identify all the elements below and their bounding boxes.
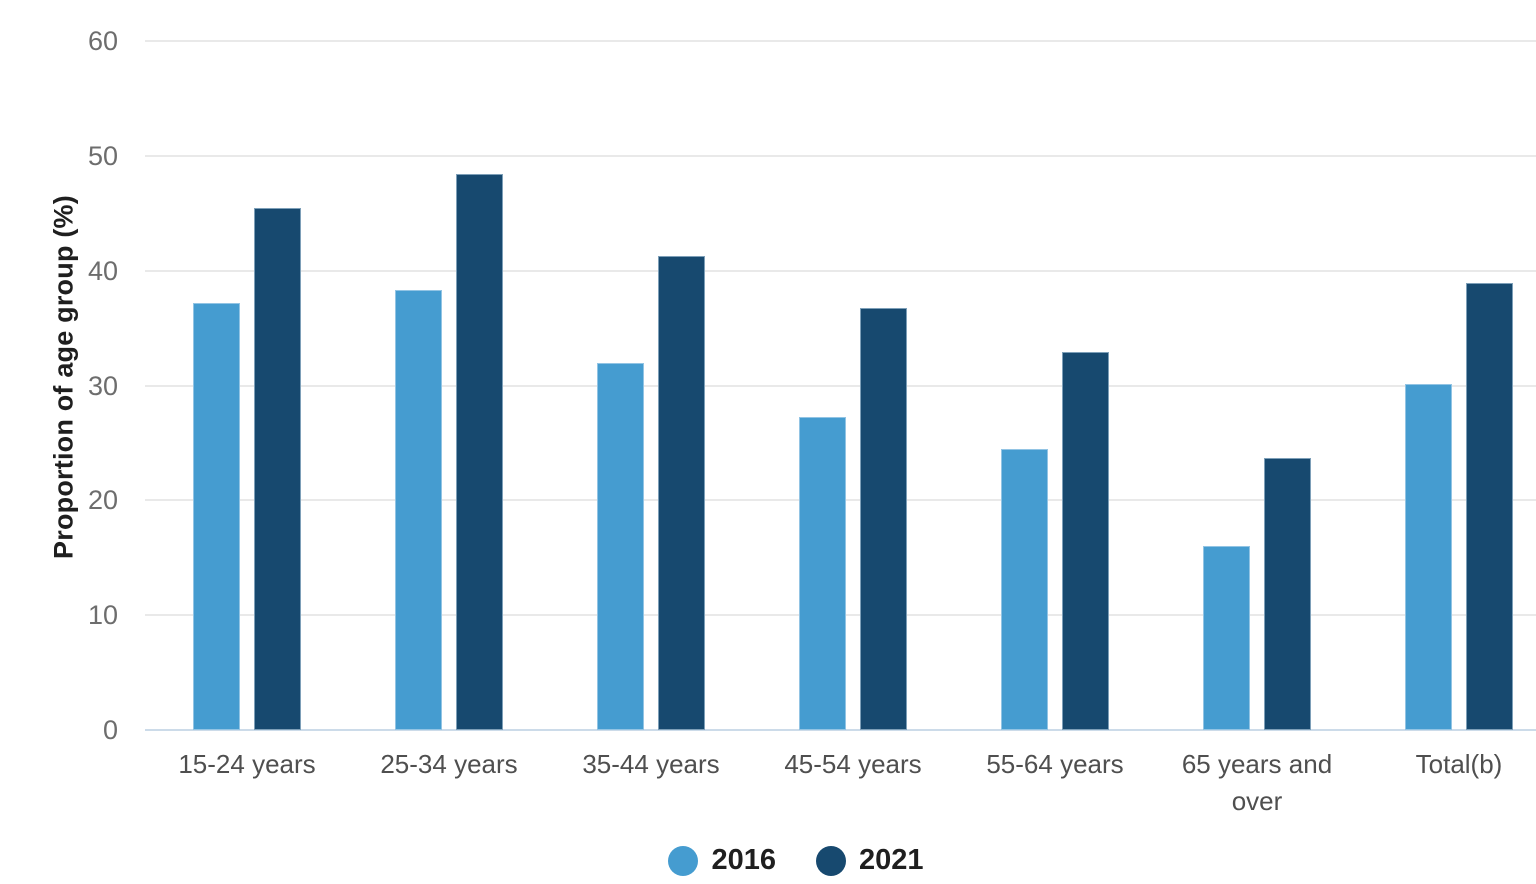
bar-2021-35-44-years[interactable] <box>658 256 705 730</box>
legend-label-2016: 2016 <box>711 844 776 876</box>
bar-2021-total-b[interactable] <box>1466 283 1513 730</box>
x-axis-label-65-years-and-over: 65 years and over <box>1181 749 1333 816</box>
x-axis-label-45-54-years: 45-54 years <box>784 749 922 779</box>
gridline-40 <box>145 270 1536 272</box>
y-axis-tick-label: 40 <box>87 256 118 286</box>
x-axis-label-25-34-years: 25-34 years <box>380 749 518 779</box>
gridline-30 <box>145 385 1536 387</box>
bar-2021-65-years-and-over[interactable] <box>1264 458 1311 730</box>
bar-2016-35-44-years[interactable] <box>597 363 644 730</box>
legend-marker-icon-2021 <box>816 845 846 876</box>
x-axis-baseline <box>145 729 1536 731</box>
legend-marker-icon-2016 <box>668 845 699 876</box>
x-axis-label-15-24-years: 15-24 years <box>178 749 316 779</box>
gridline-60 <box>145 40 1536 42</box>
legend-item-2021[interactable]: 2021 <box>816 844 924 877</box>
y-axis-tick-label: 60 <box>87 26 118 56</box>
bar-2021-55-64-years[interactable] <box>1062 352 1109 730</box>
bar-2016-55-64-years[interactable] <box>1001 449 1048 730</box>
x-axis-label-35-44-years: 35-44 years <box>582 749 720 779</box>
bar-2021-45-54-years[interactable] <box>860 308 907 730</box>
y-axis-tick-label: 50 <box>87 141 118 171</box>
bar-2016-total-b[interactable] <box>1405 384 1452 730</box>
legend-item-2016[interactable]: 2016 <box>668 844 776 877</box>
gridline-50 <box>145 155 1536 157</box>
y-axis-tick-label: 0 <box>102 715 118 745</box>
bar-2021-15-24-years[interactable] <box>254 208 301 730</box>
bar-2021-25-34-years[interactable] <box>456 174 503 730</box>
x-axis-label-55-64-years: 55-64 years <box>986 749 1124 779</box>
bar-2016-45-54-years[interactable] <box>799 417 846 730</box>
y-axis-tick-label: 10 <box>87 600 118 630</box>
bar-2016-65-years-and-over[interactable] <box>1203 546 1250 730</box>
legend-label-2021: 2021 <box>859 844 924 876</box>
y-axis-tick-label: 20 <box>87 485 118 515</box>
bar-2016-15-24-years[interactable] <box>193 303 240 730</box>
x-axis-label-total-b: Total(b) <box>1415 749 1503 779</box>
legend: 2016 2021 <box>0 844 1536 877</box>
y-axis-tick-label: 30 <box>87 371 118 401</box>
bar-2016-25-34-years[interactable] <box>395 290 442 730</box>
